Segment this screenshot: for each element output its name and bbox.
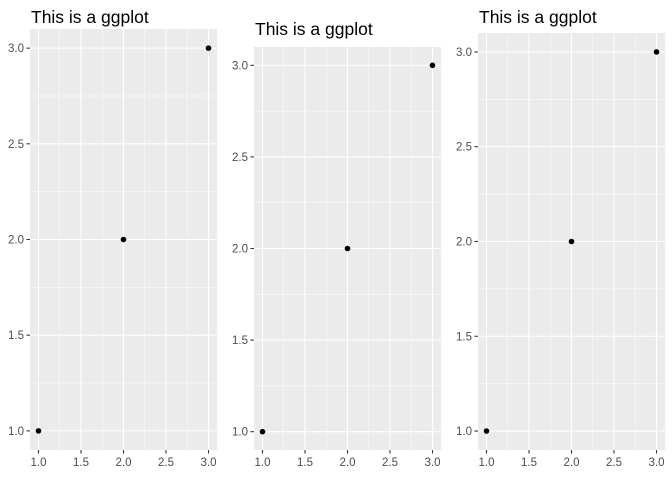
y-tick-label: 1.0	[456, 426, 472, 438]
data-point	[344, 245, 351, 252]
x-tick-label: 2.0	[340, 457, 356, 469]
chart-panel-1: 1.0 1.5 2.0 2.5 3.0 1.0 1.5 2.0 2.5 3.0 This is a …	[8, 7, 217, 469]
x-tick-label: 3.0	[649, 457, 665, 469]
y-tick-label: 2.0	[8, 235, 24, 247]
y-tick-label: 1.0	[232, 427, 248, 439]
x-tick-label: 2.5	[382, 457, 398, 469]
x-tick-label: 3.0	[201, 457, 217, 469]
data-point	[259, 428, 266, 435]
y-tick-label: 1.5	[456, 331, 472, 343]
x-tick-label: 2.5	[606, 457, 622, 469]
y-tick-label: 2.5	[232, 152, 248, 164]
data-point	[205, 45, 212, 51]
x-tick-label: 2.0	[116, 457, 132, 469]
chart-panel-3: 1.0 1.5 2.0 2.5 3.0 1.0 1.5 2.0 2.5 3.0 This is a …	[456, 7, 665, 469]
y-tick-label: 3.0	[232, 60, 248, 72]
y-tick-label: 1.5	[232, 335, 248, 347]
x-tick-label: 1.5	[297, 457, 313, 469]
y-tick-label: 2.0	[232, 244, 248, 256]
chart-title: This is a ggplot	[479, 7, 597, 27]
y-tick-label: 3.0	[456, 47, 472, 59]
data-point	[35, 428, 42, 434]
data-point	[120, 236, 127, 243]
data-point	[568, 238, 575, 245]
data-point	[653, 49, 660, 55]
y-tick-label: 1.5	[8, 330, 24, 342]
chart-title: This is a ggplot	[31, 7, 149, 27]
chart-title: This is a ggplot	[255, 19, 373, 39]
x-tick-label: 1.0	[31, 457, 47, 469]
x-tick-label: 2.0	[564, 457, 580, 469]
x-tick-label: 1.0	[255, 457, 271, 469]
x-tick-label: 1.5	[73, 457, 89, 469]
x-tick-label: 3.0	[425, 457, 441, 469]
x-tick-label: 2.5	[158, 457, 174, 469]
data-point	[429, 62, 436, 69]
y-tick-label: 2.0	[456, 237, 472, 249]
y-tick-label: 2.5	[456, 142, 472, 154]
y-tick-label: 1.0	[8, 426, 24, 438]
y-tick-label: 2.5	[8, 139, 24, 151]
y-tick-label: 3.0	[8, 43, 24, 55]
x-tick-label: 1.0	[479, 457, 495, 469]
data-point	[483, 428, 490, 434]
chart-panel-2: 1.0 1.5 2.0 2.5 3.0 1.0 1.5 2.0 2.5 3.0 This is a …	[232, 19, 441, 469]
x-tick-label: 1.5	[521, 457, 537, 469]
